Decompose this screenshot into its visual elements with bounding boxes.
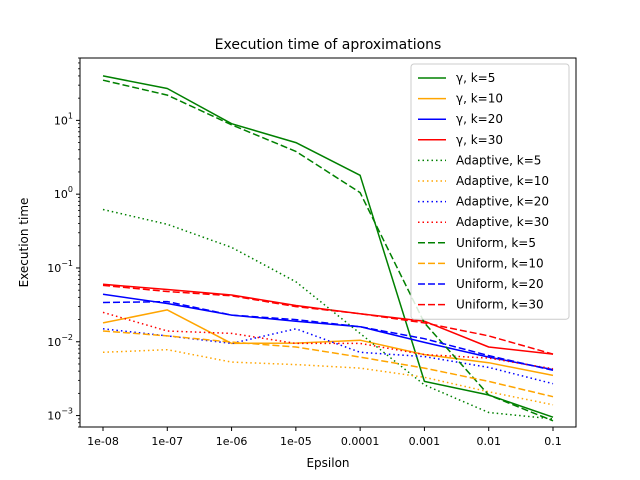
x-tick-label: 1e-05 xyxy=(280,435,312,448)
y-axis-label: Execution time xyxy=(17,198,31,288)
y-tick-label: 10−3 xyxy=(47,407,73,423)
legend-label: γ, k=30 xyxy=(456,133,503,147)
legend-label: Adaptive, k=20 xyxy=(456,195,549,209)
x-tick-label: 1e-06 xyxy=(216,435,248,448)
y-tick-label: 100 xyxy=(54,185,73,201)
legend-box xyxy=(410,63,570,320)
x-tick-label: 0.01 xyxy=(476,435,501,448)
series-layer xyxy=(102,75,554,422)
series-line-9 xyxy=(102,330,554,398)
y-tick-label: 101 xyxy=(54,111,73,127)
series-line-5 xyxy=(102,348,554,406)
series-line-8 xyxy=(102,79,554,422)
series-line-1 xyxy=(102,309,554,377)
y-tick-label: 10−1 xyxy=(47,259,73,275)
legend-label: γ, k=5 xyxy=(456,71,495,85)
x-tick-label: 0.1 xyxy=(544,435,562,448)
legend-label: Adaptive, k=30 xyxy=(456,215,549,229)
series-line-6 xyxy=(102,328,554,385)
series-line-2 xyxy=(102,293,554,371)
series-line-0 xyxy=(102,75,554,418)
y-axis: 10−3 10−2 10−1 100 101 xyxy=(47,57,80,428)
legend-label: Uniform, k=20 xyxy=(456,277,544,291)
x-tick-label: 1e-08 xyxy=(87,435,119,448)
legend-label: γ, k=10 xyxy=(456,92,503,106)
x-tick-label: 0.001 xyxy=(409,435,441,448)
legend-label: γ, k=20 xyxy=(456,112,503,126)
x-tick-label: 0.0001 xyxy=(341,435,380,448)
x-axis: 1e-08 1e-07 1e-06 1e-05 0.0001 0.001 0.01 0.1 xyxy=(87,427,562,448)
x-axis-label: Epsilon xyxy=(306,456,349,470)
legend-label: Adaptive, k=5 xyxy=(456,153,541,167)
legend-label: Uniform, k=30 xyxy=(456,298,544,312)
legend-label: Uniform, k=10 xyxy=(456,256,544,270)
legend-label: Adaptive, k=10 xyxy=(456,174,549,188)
series-line-11 xyxy=(102,284,554,355)
series-line-10 xyxy=(102,300,554,372)
legend-label: Uniform, k=5 xyxy=(456,236,536,250)
series-line-4 xyxy=(102,208,554,420)
plot-frame xyxy=(79,57,577,428)
y-tick-label: 10−2 xyxy=(47,333,73,349)
x-tick-label: 1e-07 xyxy=(151,435,183,448)
series-line-7 xyxy=(102,311,554,370)
legend: γ, k=5 γ, k=10 γ, k=20 γ, k=30 Adaptive, k=5… xyxy=(410,63,570,320)
chart-title: Execution time of aproximations xyxy=(215,37,442,53)
